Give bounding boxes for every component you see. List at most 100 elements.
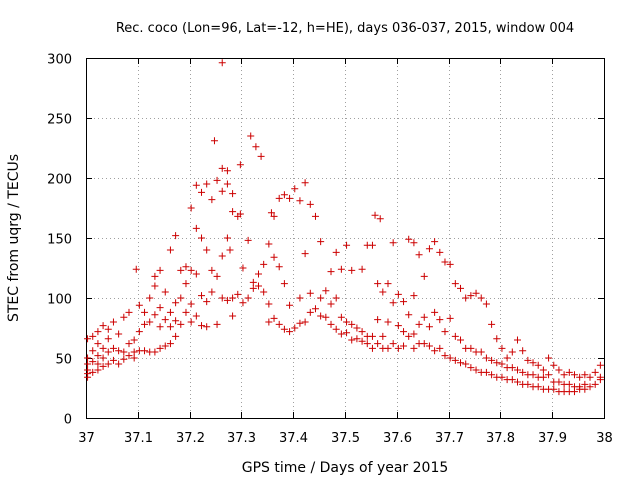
data-point (337, 313, 345, 321)
data-point (348, 336, 356, 344)
data-point (125, 340, 133, 348)
data-point (187, 300, 195, 308)
data-point (286, 301, 294, 309)
x-tick-label: 37.7 (435, 431, 464, 446)
data-point (415, 320, 423, 328)
data-point (343, 329, 351, 337)
data-point (441, 328, 449, 336)
data-point (436, 248, 444, 256)
data-point (172, 299, 180, 307)
data-point (301, 250, 309, 258)
y-tick-label: 0 (64, 413, 72, 428)
data-point (254, 270, 262, 278)
x-tick-label: 37.8 (486, 431, 515, 446)
data-point (596, 361, 604, 369)
data-point (166, 323, 174, 331)
data-point (203, 180, 211, 188)
data-point (218, 187, 226, 195)
data-point (89, 358, 97, 366)
data-point (555, 378, 563, 386)
data-point (280, 325, 288, 333)
data-point (353, 324, 361, 332)
data-point (151, 311, 159, 319)
data-point (420, 313, 428, 321)
data-point (84, 335, 92, 343)
data-point (472, 289, 480, 297)
data-point (265, 240, 273, 248)
grid-lines (86, 58, 604, 418)
data-point (467, 364, 475, 372)
y-tick-label: 300 (47, 53, 72, 68)
data-point (493, 359, 501, 367)
x-tick-label: 37.4 (279, 431, 308, 446)
data-point (94, 340, 102, 348)
data-point (513, 366, 521, 374)
data-point (332, 248, 340, 256)
data-point (296, 319, 304, 327)
data-point (410, 344, 418, 352)
data-point (405, 235, 413, 243)
data-point (177, 294, 185, 302)
data-point (270, 253, 278, 261)
data-point (534, 361, 542, 369)
data-point (229, 294, 237, 302)
data-point (130, 336, 138, 344)
data-point (384, 280, 392, 288)
axis-ticks (86, 58, 605, 419)
data-point (267, 209, 275, 217)
data-point (420, 272, 428, 280)
data-point (462, 294, 470, 302)
data-point (379, 288, 387, 296)
data-point (161, 342, 169, 350)
data-point (182, 280, 190, 288)
data-point (565, 380, 573, 388)
data-point (358, 328, 366, 336)
data-point (213, 176, 221, 184)
data-point (570, 388, 578, 396)
data-point (115, 330, 123, 338)
data-point (441, 258, 449, 266)
data-point (109, 318, 117, 326)
data-point (306, 289, 314, 297)
data-point (425, 245, 433, 253)
data-point (519, 347, 527, 355)
data-point (270, 212, 278, 220)
data-point (301, 318, 309, 326)
data-point (581, 371, 589, 379)
data-point (141, 320, 149, 328)
data-point (286, 194, 294, 202)
data-point (498, 344, 506, 352)
data-point (192, 181, 200, 189)
data-point (348, 320, 356, 328)
x-tick-label: 37.6 (383, 431, 412, 446)
data-point (99, 362, 107, 370)
data-point (529, 371, 537, 379)
y-tick-labels: 0 50 100 150 200 250 300 (47, 53, 72, 428)
data-point (425, 342, 433, 350)
data-point (503, 354, 511, 362)
data-point (343, 241, 351, 249)
data-point (239, 264, 247, 272)
data-point (203, 298, 211, 306)
data-point (130, 348, 138, 356)
data-point (286, 328, 294, 336)
data-point (457, 359, 465, 367)
y-tick-label: 150 (47, 233, 72, 248)
data-point (348, 266, 356, 274)
data-point (431, 347, 439, 355)
data-point (451, 280, 459, 288)
data-point (109, 356, 117, 364)
data-point (576, 373, 584, 381)
data-point (539, 366, 547, 374)
data-point (591, 368, 599, 376)
data-point (252, 143, 260, 151)
data-point (379, 332, 387, 340)
data-point (524, 380, 532, 388)
data-point (151, 272, 159, 280)
data-point (368, 332, 376, 340)
data-point (374, 316, 382, 324)
data-point (405, 311, 413, 319)
data-point (431, 238, 439, 246)
data-point (394, 344, 402, 352)
data-point (550, 361, 558, 369)
